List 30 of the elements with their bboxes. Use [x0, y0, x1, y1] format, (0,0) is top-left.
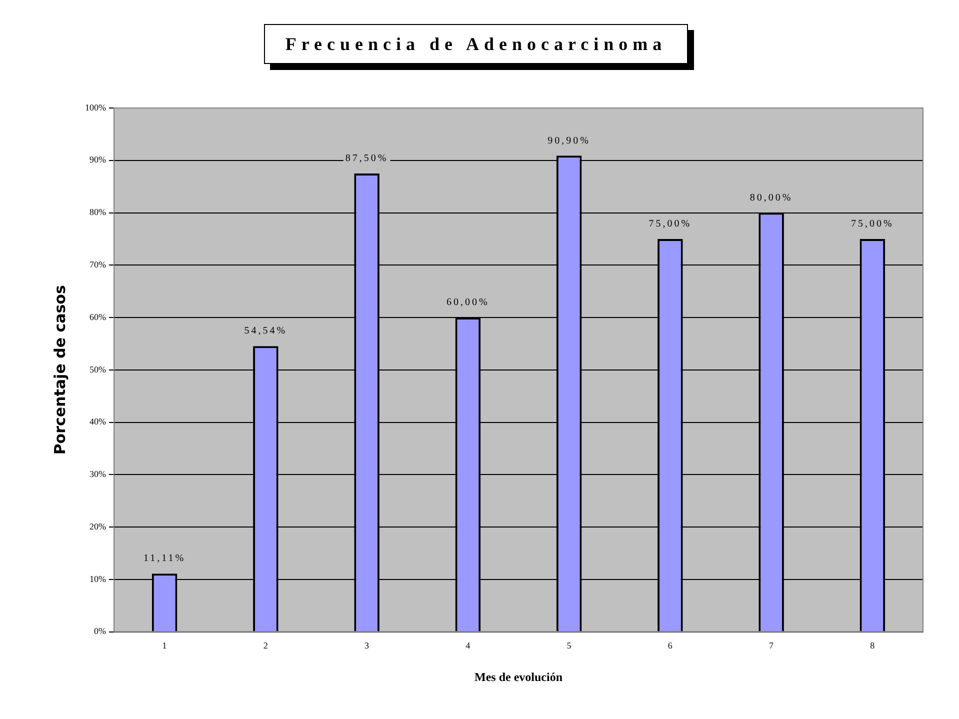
y-tick-label: 50%	[89, 364, 106, 374]
y-tick-label: 100%	[84, 102, 106, 112]
data-label: 90,90%	[548, 135, 590, 146]
y-tick-label: 90%	[89, 154, 106, 165]
data-label: 60,00%	[446, 297, 490, 308]
x-tick-label: 1	[162, 640, 167, 651]
y-tick-label: 40%	[89, 416, 106, 427]
data-label: 54,54%	[244, 326, 288, 337]
data-label: 87,50%	[345, 153, 388, 164]
y-tick-label: 60%	[89, 312, 106, 322]
x-tick-label: 2	[263, 640, 268, 651]
x-tick-label: 5	[566, 640, 572, 651]
chart-title: Frecuencia de Adenocarcinoma	[264, 24, 688, 64]
x-axis-title: Mes de evolución	[474, 670, 563, 684]
x-tick-label: 3	[364, 640, 370, 651]
y-tick-label: 0%	[94, 626, 106, 636]
y-tick-label: 30%	[89, 469, 106, 480]
data-label: 75,00%	[648, 218, 692, 230]
y-tick-label: 70%	[89, 260, 106, 270]
y-axis-title: Porcentaje de casos	[50, 285, 69, 455]
y-tick-label: 20%	[89, 521, 106, 532]
x-tick-label: 6	[668, 640, 673, 651]
x-tick-label: 4	[466, 640, 471, 651]
x-tick-label: 8	[870, 640, 876, 651]
y-tick-label: 10%	[89, 574, 106, 584]
data-label: 75,00%	[851, 218, 894, 230]
x-tick-label: 7	[769, 640, 774, 651]
y-tick-label: 80%	[89, 207, 106, 218]
data-label: 80,00%	[750, 192, 793, 204]
data-label: 11,11%	[144, 553, 186, 564]
